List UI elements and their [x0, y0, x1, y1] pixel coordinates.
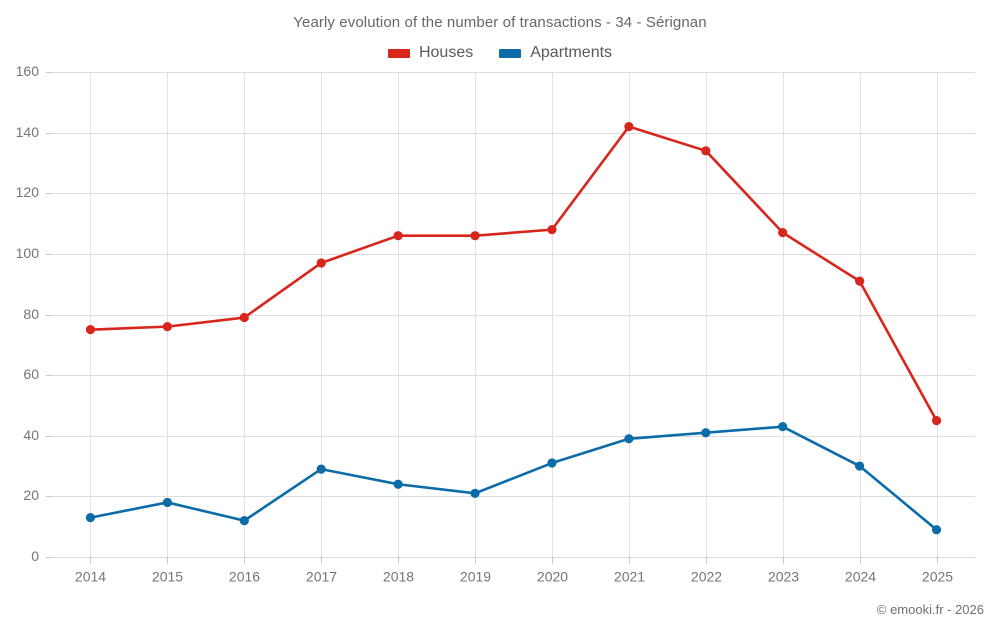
data-point[interactable] [85, 325, 96, 335]
data-point[interactable] [162, 322, 172, 332]
x-axis-tick-label: 2021 [614, 568, 645, 584]
y-axis-tick-label: 40 [23, 427, 39, 443]
series-line [89, 425, 938, 532]
data-point[interactable] [778, 422, 788, 432]
legend-swatch-icon [387, 48, 410, 58]
x-axis-tick-label: 2019 [460, 568, 491, 584]
x-axis-tick-label: 2017 [306, 568, 337, 584]
data-point[interactable] [855, 276, 865, 286]
x-axis-tick-label: 2024 [845, 568, 876, 584]
legend-item-houses[interactable]: Houses [387, 44, 474, 62]
data-point[interactable] [470, 231, 480, 241]
y-axis-tick-label: 20 [23, 487, 39, 503]
data-point[interactable] [931, 415, 942, 426]
legend-swatch-icon [499, 48, 522, 58]
y-axis-tickmarks [46, 72, 52, 558]
x-axis-tick-label: 2020 [537, 568, 568, 584]
x-axis-tick-label: 2022 [691, 568, 722, 584]
data-point[interactable] [393, 231, 403, 241]
series-apartments [85, 422, 942, 535]
series-line [89, 125, 938, 422]
y-axis-tick-label: 120 [16, 184, 40, 200]
y-axis-tick-label: 140 [16, 124, 40, 140]
x-axis-labels: 2014 2015 2016 2017 2018 2019 2020 2021 2022 2023… [75, 568, 953, 584]
data-point[interactable] [316, 258, 326, 268]
y-axis-labels: 0 20 40 60 80 100 120 140 160 [16, 63, 40, 564]
x-axis-tick-label: 2023 [768, 568, 799, 584]
legend-item-label: Houses [418, 44, 474, 61]
data-point[interactable] [239, 516, 249, 526]
chart-legend: Houses Apartments [0, 44, 1000, 62]
x-axis-tickmarks [90, 557, 938, 564]
y-axis-tick-label: 80 [23, 306, 39, 322]
y-axis-tick-label: 100 [16, 245, 40, 261]
x-axis-tick-label: 2015 [152, 568, 183, 584]
data-point[interactable] [624, 121, 634, 132]
horizontal-gridlines [52, 72, 975, 558]
data-point[interactable] [239, 312, 249, 323]
footer-attribution: © emooki.fr - 2026 [876, 602, 984, 617]
y-axis-tick-label: 60 [23, 366, 39, 382]
legend-item-apartments[interactable]: Apartments [499, 44, 612, 62]
y-axis-tick-label: 0 [31, 548, 39, 564]
data-point[interactable] [85, 512, 96, 523]
data-point[interactable] [316, 464, 326, 474]
data-point[interactable] [470, 488, 480, 498]
x-axis-tick-label: 2016 [229, 568, 260, 584]
data-point[interactable] [547, 458, 557, 468]
data-point[interactable] [393, 479, 403, 489]
legend-item-label: Apartments [530, 44, 613, 61]
data-point[interactable] [162, 497, 172, 508]
y-axis-tick-label: 160 [16, 63, 40, 79]
data-point[interactable] [778, 228, 788, 238]
data-series-layer [85, 121, 942, 535]
x-axis-tick-label: 2025 [922, 568, 953, 584]
chart-title: Yearly evolution of the number of transa… [293, 14, 707, 31]
x-axis-tick-label: 2018 [383, 568, 414, 584]
data-point[interactable] [931, 525, 942, 535]
series-houses [85, 121, 942, 426]
data-point[interactable] [701, 428, 711, 438]
data-point[interactable] [701, 146, 711, 156]
data-point[interactable] [624, 434, 634, 444]
x-axis-tick-label: 2014 [75, 568, 106, 584]
data-point[interactable] [855, 461, 865, 471]
data-point[interactable] [547, 225, 557, 235]
vertical-gridlines [90, 72, 938, 557]
